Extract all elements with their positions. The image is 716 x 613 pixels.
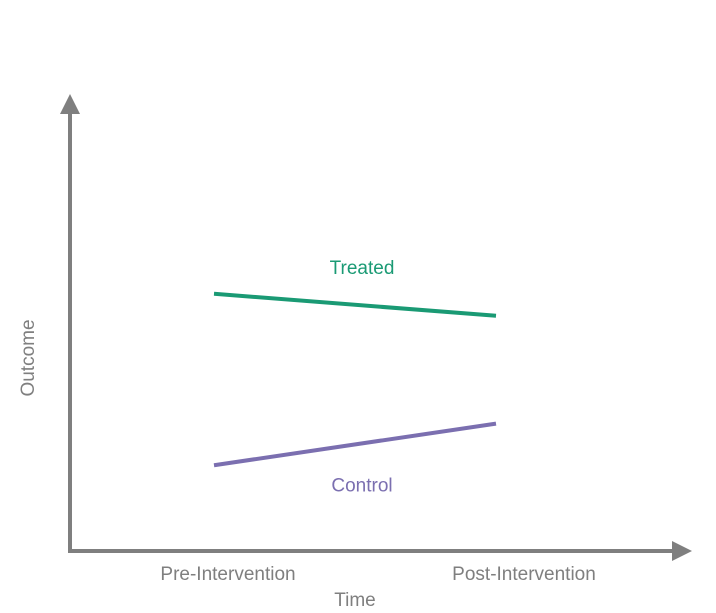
series-layer: Treated Control: [213, 258, 497, 496]
y-axis-label: Outcome: [18, 319, 39, 396]
series-label-treated: Treated: [330, 258, 395, 279]
series-line-control: [213, 421, 497, 468]
x-tick-label-pre: Pre-Intervention: [160, 564, 295, 585]
x-tick-label-post: Post-Intervention: [452, 564, 596, 585]
series-line-treated: [213, 291, 497, 318]
x-axis-label: Time: [334, 590, 376, 611]
series-label-control: Control: [331, 475, 392, 496]
